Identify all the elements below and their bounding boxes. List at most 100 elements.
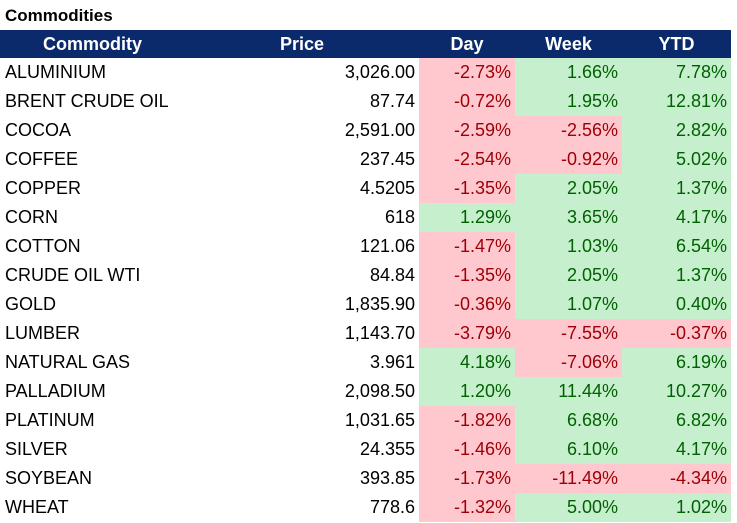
table-row: PLATINUM 1,031.65 -1.82% 6.68% 6.82%	[0, 406, 731, 435]
commodity-cell[interactable]: COPPER	[5, 178, 82, 198]
commodity-cell[interactable]: CORN	[5, 207, 58, 227]
week-change-cell[interactable]: 1.95%	[515, 87, 622, 116]
day-change-cell[interactable]: -2.73%	[419, 58, 515, 87]
header-commodity[interactable]: Commodity	[0, 30, 185, 58]
day-change-cell[interactable]: -2.59%	[419, 116, 515, 145]
price-cell[interactable]: 87.74	[369, 91, 415, 111]
week-change-cell[interactable]: 2.05%	[515, 174, 622, 203]
week-change-cell[interactable]: 3.65%	[515, 203, 622, 232]
price-cell[interactable]: 237.45	[359, 149, 415, 169]
price-cell[interactable]: 1,835.90	[344, 294, 415, 314]
header-ytd[interactable]: YTD	[622, 30, 731, 58]
price-cell[interactable]: 2,098.50	[344, 381, 415, 401]
day-change-cell[interactable]: -3.79%	[419, 319, 515, 348]
commodity-cell[interactable]: COTTON	[5, 236, 81, 256]
price-cell[interactable]: 2,591.00	[344, 120, 415, 140]
header-week[interactable]: Week	[515, 30, 622, 58]
price-cell[interactable]: 24.355	[359, 439, 415, 459]
day-change-cell[interactable]: -1.32%	[419, 493, 515, 522]
week-change-cell[interactable]: 6.10%	[515, 435, 622, 464]
day-change-cell[interactable]: -0.36%	[419, 290, 515, 319]
ytd-change-cell[interactable]: -4.34%	[622, 464, 731, 493]
price-cell[interactable]: 121.06	[359, 236, 415, 256]
ytd-change-cell[interactable]: 6.54%	[622, 232, 731, 261]
ytd-change-cell[interactable]: 6.82%	[622, 406, 731, 435]
price-cell[interactable]: 3,026.00	[344, 62, 415, 82]
week-change-cell[interactable]: 2.05%	[515, 261, 622, 290]
table-row: CRUDE OIL WTI 84.84 -1.35% 2.05% 1.37%	[0, 261, 731, 290]
commodity-cell[interactable]: WHEAT	[5, 497, 69, 517]
commodity-cell[interactable]: BRENT CRUDE OIL	[5, 91, 169, 111]
commodity-cell[interactable]: NATURAL GAS	[5, 352, 131, 372]
week-change-cell[interactable]: -7.55%	[515, 319, 622, 348]
price-cell[interactable]: 618	[384, 207, 415, 227]
table-row: COCOA 2,591.00 -2.59% -2.56% 2.82%	[0, 116, 731, 145]
week-change-cell[interactable]: 6.68%	[515, 406, 622, 435]
price-cell[interactable]: 84.84	[369, 265, 415, 285]
day-change-cell[interactable]: -1.46%	[419, 435, 515, 464]
day-change-cell[interactable]: -1.73%	[419, 464, 515, 493]
price-cell[interactable]: 1,031.65	[344, 410, 415, 430]
week-change-cell[interactable]: -2.56%	[515, 116, 622, 145]
day-change-cell[interactable]: -1.47%	[419, 232, 515, 261]
day-change-cell[interactable]: 4.18%	[419, 348, 515, 377]
table-row: COPPER 4.5205 -1.35% 2.05% 1.37%	[0, 174, 731, 203]
commodity-cell[interactable]: CRUDE OIL WTI	[5, 265, 141, 285]
day-change-cell[interactable]: 1.29%	[419, 203, 515, 232]
ytd-change-cell[interactable]: 4.17%	[622, 203, 731, 232]
day-change-cell[interactable]: -1.82%	[419, 406, 515, 435]
week-change-cell[interactable]: -11.49%	[515, 464, 622, 493]
table-row: BRENT CRUDE OIL 87.74 -0.72% 1.95% 12.81%	[0, 87, 731, 116]
ytd-change-cell[interactable]: 1.37%	[622, 174, 731, 203]
ytd-change-cell[interactable]: 0.40%	[622, 290, 731, 319]
commodity-cell[interactable]: PLATINUM	[5, 410, 95, 430]
price-cell[interactable]: 1,143.70	[344, 323, 415, 343]
price-cell[interactable]: 4.5205	[359, 178, 415, 198]
commodity-cell[interactable]: LUMBER	[5, 323, 81, 343]
table-row: CORN 618 1.29% 3.65% 4.17%	[0, 203, 731, 232]
table-row: ALUMINIUM 3,026.00 -2.73% 1.66% 7.78%	[0, 58, 731, 87]
price-cell[interactable]: 778.6	[369, 497, 415, 517]
commodities-table: Commodity Price Day Week YTD ALUMINIUM 3,…	[0, 30, 731, 522]
ytd-change-cell[interactable]: 10.27%	[622, 377, 731, 406]
table-row: COTTON 121.06 -1.47% 1.03% 6.54%	[0, 232, 731, 261]
ytd-change-cell[interactable]: 6.19%	[622, 348, 731, 377]
week-change-cell[interactable]: 1.07%	[515, 290, 622, 319]
ytd-change-cell[interactable]: 5.02%	[622, 145, 731, 174]
header-price[interactable]: Price	[185, 30, 419, 58]
ytd-change-cell[interactable]: 1.02%	[622, 493, 731, 522]
ytd-change-cell[interactable]: -0.37%	[622, 319, 731, 348]
day-change-cell[interactable]: -1.35%	[419, 174, 515, 203]
commodity-cell[interactable]: ALUMINIUM	[5, 62, 107, 82]
header-day[interactable]: Day	[419, 30, 515, 58]
commodity-cell[interactable]: SOYBEAN	[5, 468, 93, 488]
day-change-cell[interactable]: 1.20%	[419, 377, 515, 406]
week-change-cell[interactable]: -7.06%	[515, 348, 622, 377]
table-row: COFFEE 237.45 -2.54% -0.92% 5.02%	[0, 145, 731, 174]
week-change-cell[interactable]: 1.03%	[515, 232, 622, 261]
day-change-cell[interactable]: -2.54%	[419, 145, 515, 174]
ytd-change-cell[interactable]: 12.81%	[622, 87, 731, 116]
price-cell[interactable]: 3.961	[369, 352, 415, 372]
week-change-cell[interactable]: -0.92%	[515, 145, 622, 174]
week-change-cell[interactable]: 11.44%	[515, 377, 622, 406]
commodity-cell[interactable]: SILVER	[5, 439, 68, 459]
day-change-cell[interactable]: -0.72%	[419, 87, 515, 116]
commodity-cell[interactable]: GOLD	[5, 294, 57, 314]
ytd-change-cell[interactable]: 7.78%	[622, 58, 731, 87]
commodity-cell[interactable]: COCOA	[5, 120, 72, 140]
commodity-cell[interactable]: PALLADIUM	[5, 381, 106, 401]
week-change-cell[interactable]: 1.66%	[515, 58, 622, 87]
price-cell[interactable]: 393.85	[359, 468, 415, 488]
commodity-cell[interactable]: COFFEE	[5, 149, 79, 169]
day-change-cell[interactable]: -1.35%	[419, 261, 515, 290]
week-change-cell[interactable]: 5.00%	[515, 493, 622, 522]
table-row: WHEAT 778.6 -1.32% 5.00% 1.02%	[0, 493, 731, 522]
table-row: GOLD 1,835.90 -0.36% 1.07% 0.40%	[0, 290, 731, 319]
sheet-title[interactable]: Commodities	[5, 6, 113, 25]
header-row: Commodity Price Day Week YTD	[0, 30, 731, 58]
ytd-change-cell[interactable]: 1.37%	[622, 261, 731, 290]
ytd-change-cell[interactable]: 2.82%	[622, 116, 731, 145]
ytd-change-cell[interactable]: 4.17%	[622, 435, 731, 464]
